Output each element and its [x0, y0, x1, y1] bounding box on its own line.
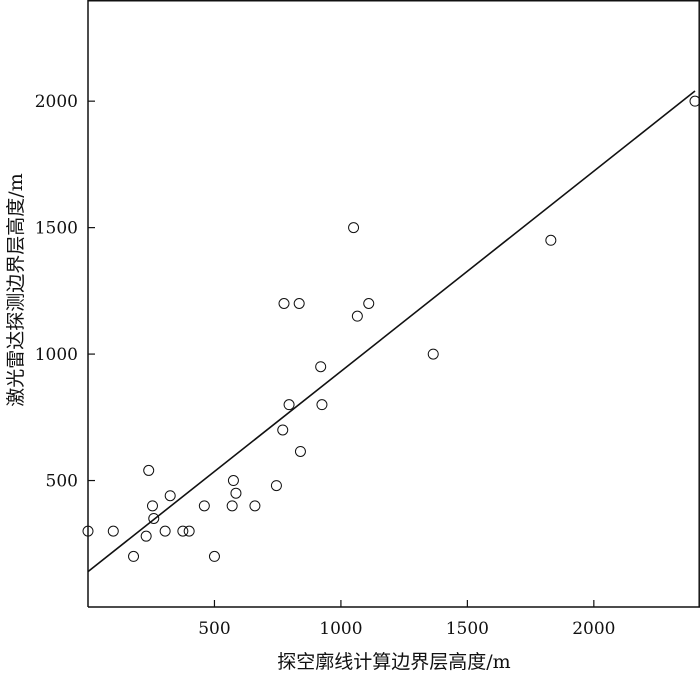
- data-point: [140, 530, 152, 542]
- data-point: [249, 500, 261, 512]
- data-point: [148, 512, 160, 524]
- data-point: [363, 298, 375, 309]
- y-tick-label: 500: [46, 472, 78, 492]
- data-point: [293, 298, 305, 309]
- data-point: [348, 222, 360, 234]
- regression-line-group: [87, 90, 696, 573]
- data-point: [283, 399, 295, 411]
- data-point: [82, 525, 94, 537]
- data-point: [183, 525, 195, 537]
- regression-line: [87, 90, 696, 573]
- data-point: [208, 550, 220, 562]
- y-axis-title: 激光雷达探测边界层高度/m: [5, 173, 27, 406]
- data-point: [351, 310, 363, 322]
- y-tick-label: 2000: [35, 92, 78, 112]
- data-point: [545, 234, 557, 246]
- data-point: [316, 399, 328, 411]
- data-point: [227, 475, 239, 487]
- data-point: [128, 550, 140, 562]
- x-axis-title: 探空廓线计算边界层高度/m: [277, 651, 510, 673]
- x-tick-label: 1500: [446, 619, 489, 639]
- data-point: [198, 500, 210, 512]
- data-point: [164, 490, 176, 502]
- y-axis-ticks: 500 1000 1500 2000: [35, 92, 95, 492]
- data-point: [230, 487, 242, 499]
- data-point: [143, 464, 155, 476]
- x-tick-label: 500: [198, 619, 230, 639]
- x-tick-label: 1000: [319, 619, 362, 639]
- data-point: [278, 298, 290, 309]
- data-point: [146, 500, 158, 512]
- y-tick-label: 1000: [35, 345, 78, 365]
- data-point: [689, 95, 700, 107]
- data-point: [277, 424, 289, 436]
- y-tick-label: 1500: [35, 219, 78, 239]
- plot-frame: [87, 0, 700, 608]
- x-tick-label: 2000: [572, 619, 615, 639]
- data-point: [270, 480, 282, 492]
- data-point: [159, 525, 171, 537]
- x-axis-ticks: 500 1000 1500 2000: [198, 600, 615, 639]
- data-point: [315, 361, 327, 373]
- data-point: [107, 525, 119, 537]
- data-point: [294, 445, 306, 457]
- data-point: [226, 500, 238, 512]
- data-point: [427, 348, 439, 360]
- data-points: [82, 95, 700, 562]
- data-point: [177, 525, 189, 537]
